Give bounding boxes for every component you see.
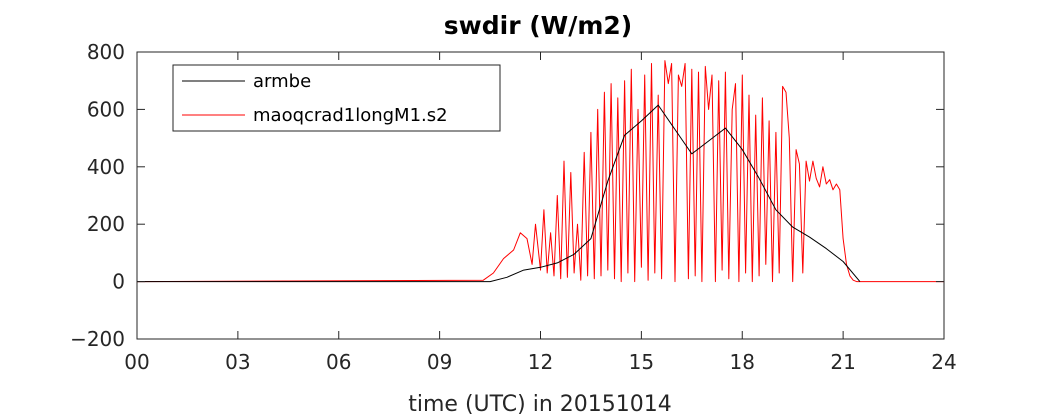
x-axis-label: time (UTC) in 20151014	[408, 392, 672, 417]
tick-label-layer: 00 03 06 09 12 15 18 21 24 −200 0 200 400 600 800	[70, 40, 957, 374]
x-tick-label: 15	[629, 350, 654, 374]
x-tick-label: 18	[730, 350, 755, 374]
y-tick-label: 400	[87, 155, 125, 179]
series-line-maoqcrad1longM1-s2	[136, 60, 944, 283]
y-tick-label: 200	[87, 212, 125, 236]
legend: armbe maoqcrad1longM1.s2	[172, 64, 501, 132]
legend-label-maoqcrad1longM1: maoqcrad1longM1.s2	[253, 105, 448, 126]
x-tick-label: 12	[528, 350, 553, 374]
chart-title: swdir (W/m2)	[444, 11, 632, 40]
ticks-layer	[136, 51, 945, 340]
x-tick-label: 06	[326, 350, 351, 374]
y-tick-label: 600	[87, 97, 125, 121]
series-layer	[136, 60, 944, 283]
x-tick-label: 21	[830, 350, 855, 374]
x-tick-label: 24	[931, 350, 956, 374]
x-tick-label: 03	[225, 350, 250, 374]
x-tick-label: 00	[124, 350, 149, 374]
legend-box	[172, 64, 501, 132]
x-tick-label: 09	[427, 350, 452, 374]
y-tick-label: −200	[70, 327, 125, 351]
legend-label-armbe: armbe	[253, 71, 311, 92]
y-tick-label: 800	[87, 40, 125, 64]
series-line-armbe	[137, 104, 861, 283]
y-tick-label: 0	[112, 270, 125, 294]
